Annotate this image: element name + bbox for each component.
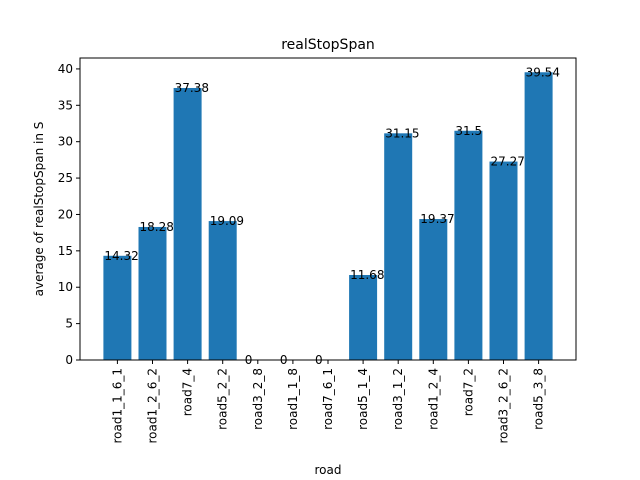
data-label-road5_1_4: 11.68 bbox=[350, 268, 384, 282]
y-tick-label-0: 0 bbox=[65, 353, 73, 367]
data-label-road1_2_4: 19.37 bbox=[420, 212, 454, 226]
bar-road3_1_2 bbox=[384, 133, 413, 360]
y-tick-label-30: 30 bbox=[58, 135, 73, 149]
x-tick-label-road1_1_6_1: road1_1_6_1 bbox=[110, 368, 124, 444]
y-tick-label-10: 10 bbox=[58, 280, 73, 294]
plot-frame bbox=[79, 57, 577, 361]
x-tick-label-road5_3_8: road5_3_8 bbox=[532, 368, 546, 430]
x-tick-label-road7_2: road7_2 bbox=[461, 368, 475, 416]
bar-road1_2_6_2 bbox=[138, 226, 167, 360]
data-label-road7_4: 37.38 bbox=[175, 81, 209, 95]
data-label-road5_3_8: 39.54 bbox=[526, 65, 560, 79]
y-tick-label-5: 5 bbox=[65, 317, 73, 331]
bar-road5_1_4 bbox=[349, 275, 378, 360]
x-tick-label-road5_2_2: road5_2_2 bbox=[216, 368, 230, 430]
bar-road7_4 bbox=[173, 87, 202, 360]
y-tick-label-15: 15 bbox=[58, 244, 73, 258]
bars-group bbox=[103, 72, 553, 360]
y-axis: 0 5 10 15 20 25 30 35 40 bbox=[58, 62, 80, 367]
x-tick-label-road1_1_8: road1_1_8 bbox=[286, 368, 300, 430]
chart-title: realStopSpan bbox=[281, 37, 375, 53]
x-tick-label-road3_1_2: road3_1_2 bbox=[391, 368, 405, 430]
bar-road3_2_6_2 bbox=[489, 161, 518, 360]
x-tick-label-road5_1_4: road5_1_4 bbox=[356, 368, 370, 430]
y-tick-label-35: 35 bbox=[58, 98, 73, 112]
bar-road5_3_8 bbox=[524, 72, 553, 360]
bar-road1_2_4 bbox=[419, 219, 448, 360]
x-tick-label-road1_2_4: road1_2_4 bbox=[426, 368, 440, 430]
x-tick-label-road7_6_1: road7_6_1 bbox=[321, 368, 335, 430]
x-axis-label: road bbox=[315, 463, 342, 477]
bar-road5_2_2 bbox=[208, 221, 237, 360]
x-axis: road1_1_6_1 road1_2_6_2 road7_4 road5_2_2 ro… bbox=[110, 360, 546, 444]
y-tick-label-20: 20 bbox=[58, 207, 73, 221]
x-tick-label-road7_4: road7_4 bbox=[181, 368, 195, 416]
y-tick-label-25: 25 bbox=[58, 171, 73, 185]
data-label-road3_1_2: 31.15 bbox=[385, 126, 419, 140]
bar-road7_2 bbox=[454, 130, 483, 360]
bar-road1_1_6_1 bbox=[103, 255, 132, 360]
x-tick-label-road3_2_6_2: road3_2_6_2 bbox=[497, 368, 511, 444]
x-tick-label-road1_2_6_2: road1_2_6_2 bbox=[146, 368, 160, 444]
data-label-road3_2_6_2: 27.27 bbox=[491, 155, 525, 169]
y-axis-label: average of realStopSpan in S bbox=[32, 122, 46, 297]
data-label-road1_1_6_1: 14.32 bbox=[104, 249, 138, 263]
data-label-road7_2: 31.5 bbox=[455, 124, 482, 138]
y-tick-label-40: 40 bbox=[58, 62, 73, 76]
data-label-road5_2_2: 19.09 bbox=[210, 214, 244, 228]
x-tick-label-road3_2_8: road3_2_8 bbox=[251, 368, 265, 430]
data-label-road1_2_6_2: 18.28 bbox=[140, 220, 174, 234]
